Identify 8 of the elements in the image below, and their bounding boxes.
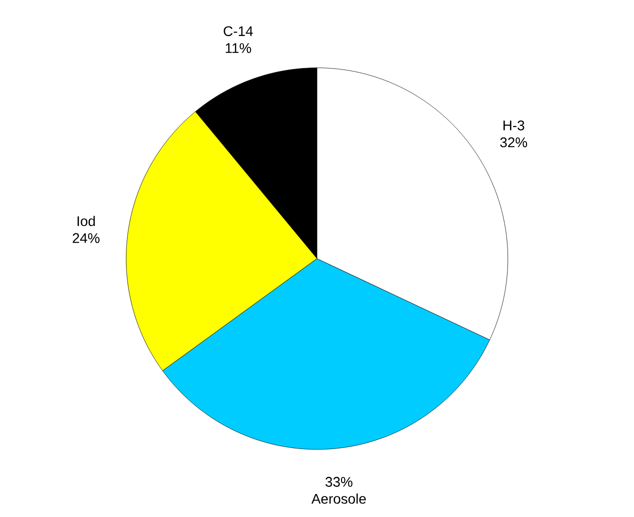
data-label: 33% (326, 476, 352, 487)
slice-label: C-14 (224, 26, 253, 36)
data-label: 11% (226, 43, 252, 53)
slice-label: H-3 (504, 120, 524, 130)
slice-label: Aerosole (311, 494, 366, 504)
slice-label: Iod (78, 216, 95, 226)
data-label: 32% (500, 137, 528, 148)
data-label: 24% (72, 233, 100, 243)
